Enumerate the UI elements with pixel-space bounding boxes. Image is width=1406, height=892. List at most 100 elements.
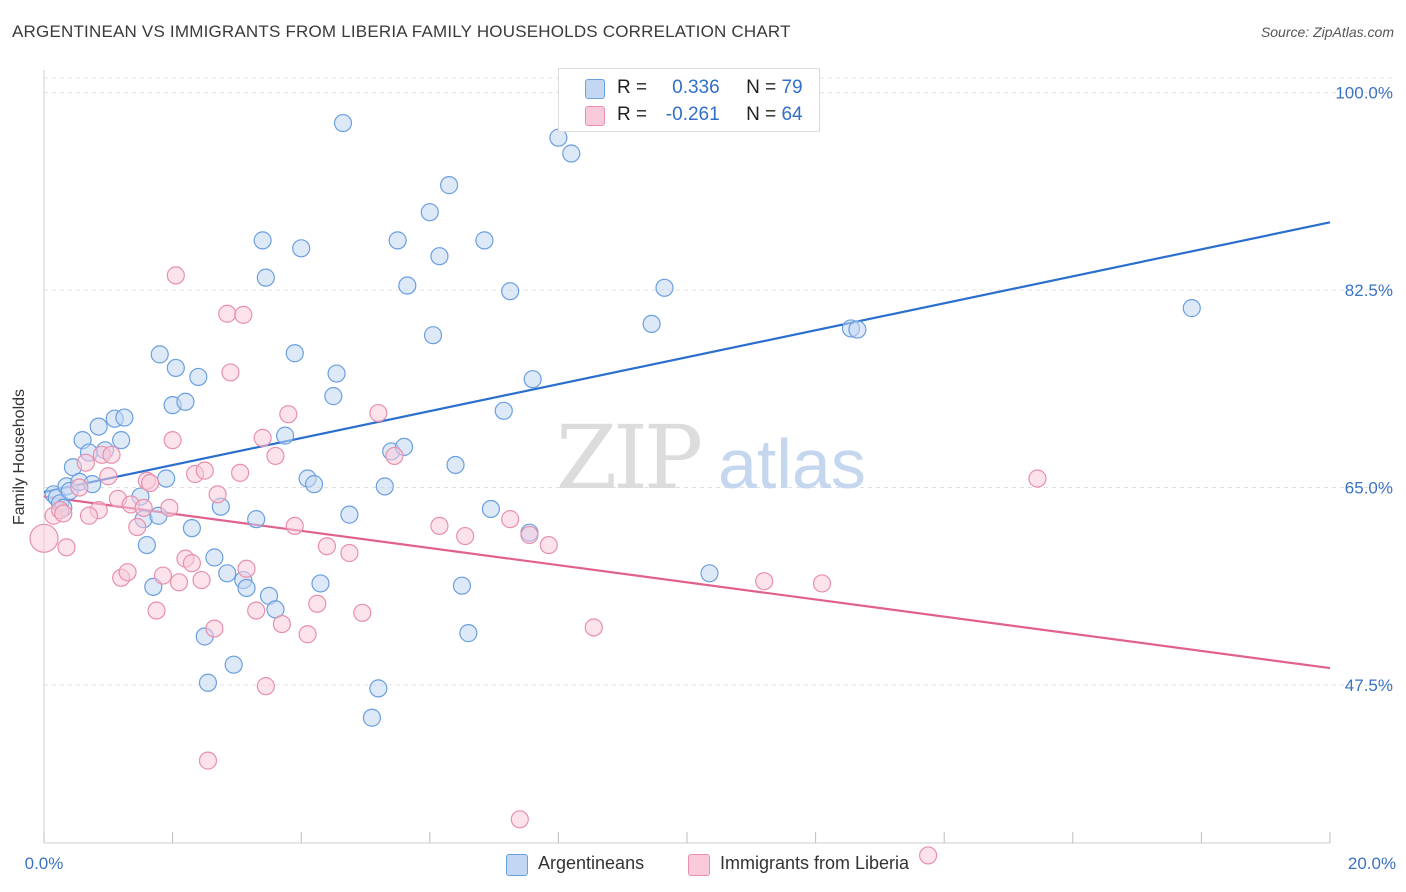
point-argentineans [446, 455, 465, 475]
point-liberia [76, 453, 95, 472]
point-argentineans [176, 392, 195, 411]
point-liberia [169, 573, 189, 592]
point-liberia [166, 266, 185, 285]
point-argentineans [340, 505, 359, 524]
point-argentineans [166, 358, 185, 378]
axes [43, 70, 1331, 844]
point-argentineans [304, 475, 324, 494]
point-argentineans [115, 408, 134, 427]
tick-labels: 100.0% 82.5% 65.0% 47.5% 0.0% 20.0% [25, 84, 1396, 873]
correlation-legend: R = 0.336 N = 79 R = -0.261 N = 64 [558, 68, 820, 132]
point-liberia [812, 574, 832, 593]
point-liberia [208, 485, 227, 504]
point-argentineans [452, 576, 472, 595]
point-argentineans [150, 345, 169, 364]
point-argentineans [253, 231, 272, 250]
point-argentineans [324, 387, 343, 406]
point-liberia [140, 473, 160, 493]
point-argentineans [423, 326, 443, 345]
point-argentineans [398, 276, 417, 295]
y-axis-label: Family Households [11, 388, 28, 526]
point-liberia [205, 619, 224, 638]
point-argentineans [375, 477, 394, 496]
watermark-zip: ZIP [556, 406, 701, 509]
point-liberia [118, 563, 137, 582]
point-liberia [1028, 469, 1047, 488]
point-liberia [128, 517, 147, 537]
point-liberia [340, 543, 359, 563]
legend-r-label: R = [617, 77, 648, 98]
point-liberia [192, 570, 211, 590]
point-argentineans [523, 370, 542, 389]
point-liberia [247, 601, 266, 620]
point-argentineans [501, 282, 520, 301]
point-argentineans [459, 624, 478, 643]
point-liberia [272, 614, 292, 634]
legend-text: R = -0.261 N = 64 [617, 104, 803, 126]
point-argentineans [642, 314, 661, 334]
point-liberia [54, 504, 73, 523]
point-argentineans [388, 231, 407, 250]
legend-swatch-liberia [585, 106, 605, 126]
legend-label-liberia: Immigrants from Liberia [720, 853, 910, 873]
point-liberia [456, 526, 475, 546]
point-liberia [353, 603, 372, 622]
x-tick-label: 20.0% [1348, 854, 1396, 873]
chart-title: ARGENTINEAN VS IMMIGRANTS FROM LIBERIA F… [12, 22, 791, 41]
point-liberia [266, 446, 285, 466]
point-argentineans [157, 469, 176, 488]
point-argentineans [205, 548, 224, 567]
point-liberia [298, 625, 317, 644]
legend-label-argentineans: Argentineans [538, 853, 645, 873]
point-liberia [147, 601, 166, 620]
point-argentineans [481, 499, 500, 519]
point-argentineans [256, 268, 275, 287]
point-argentineans [182, 519, 201, 538]
point-argentineans [189, 367, 208, 387]
point-argentineans [112, 431, 131, 450]
point-argentineans [285, 344, 304, 363]
point-liberia [539, 535, 558, 555]
legend-r-value: 0.336 [672, 77, 720, 98]
point-argentineans [327, 364, 346, 383]
point-liberia [231, 463, 250, 482]
point-liberia [29, 523, 59, 553]
point-liberia [70, 478, 89, 497]
point-liberia [163, 431, 182, 450]
point-liberia [308, 594, 327, 613]
point-liberia [160, 498, 179, 517]
data-points [29, 113, 1201, 865]
point-argentineans [237, 578, 256, 598]
point-liberia [57, 538, 76, 557]
point-argentineans [137, 535, 156, 555]
point-argentineans [420, 203, 439, 222]
point-liberia [99, 467, 118, 486]
y-tick-label: 100.0% [1335, 84, 1393, 103]
point-argentineans [224, 655, 243, 674]
y-tick-label: 82.5% [1345, 281, 1393, 300]
point-argentineans [475, 231, 494, 250]
legend-r-value: -0.261 [665, 104, 720, 125]
point-liberia [520, 525, 539, 545]
point-argentineans [247, 510, 266, 529]
point-liberia [501, 510, 520, 529]
point-argentineans [562, 144, 581, 163]
point-liberia [237, 559, 256, 578]
point-liberia [102, 445, 121, 464]
point-liberia [510, 810, 529, 829]
x-tick-label: 0.0% [25, 854, 64, 873]
watermark: ZIP atlas [556, 406, 866, 509]
legend-n-value: 79 [781, 77, 803, 98]
point-argentineans [362, 708, 382, 727]
legend-r-label: R = [617, 104, 648, 125]
legend-swatch-argentineans [506, 854, 528, 876]
watermark-atlas: atlas [718, 425, 866, 503]
point-argentineans [655, 278, 674, 297]
point-liberia [430, 516, 449, 536]
point-liberia [279, 405, 298, 424]
point-liberia [134, 498, 153, 517]
point-liberia [182, 554, 201, 573]
point-liberia [234, 305, 253, 324]
point-liberia [755, 572, 774, 591]
point-argentineans [218, 564, 237, 583]
